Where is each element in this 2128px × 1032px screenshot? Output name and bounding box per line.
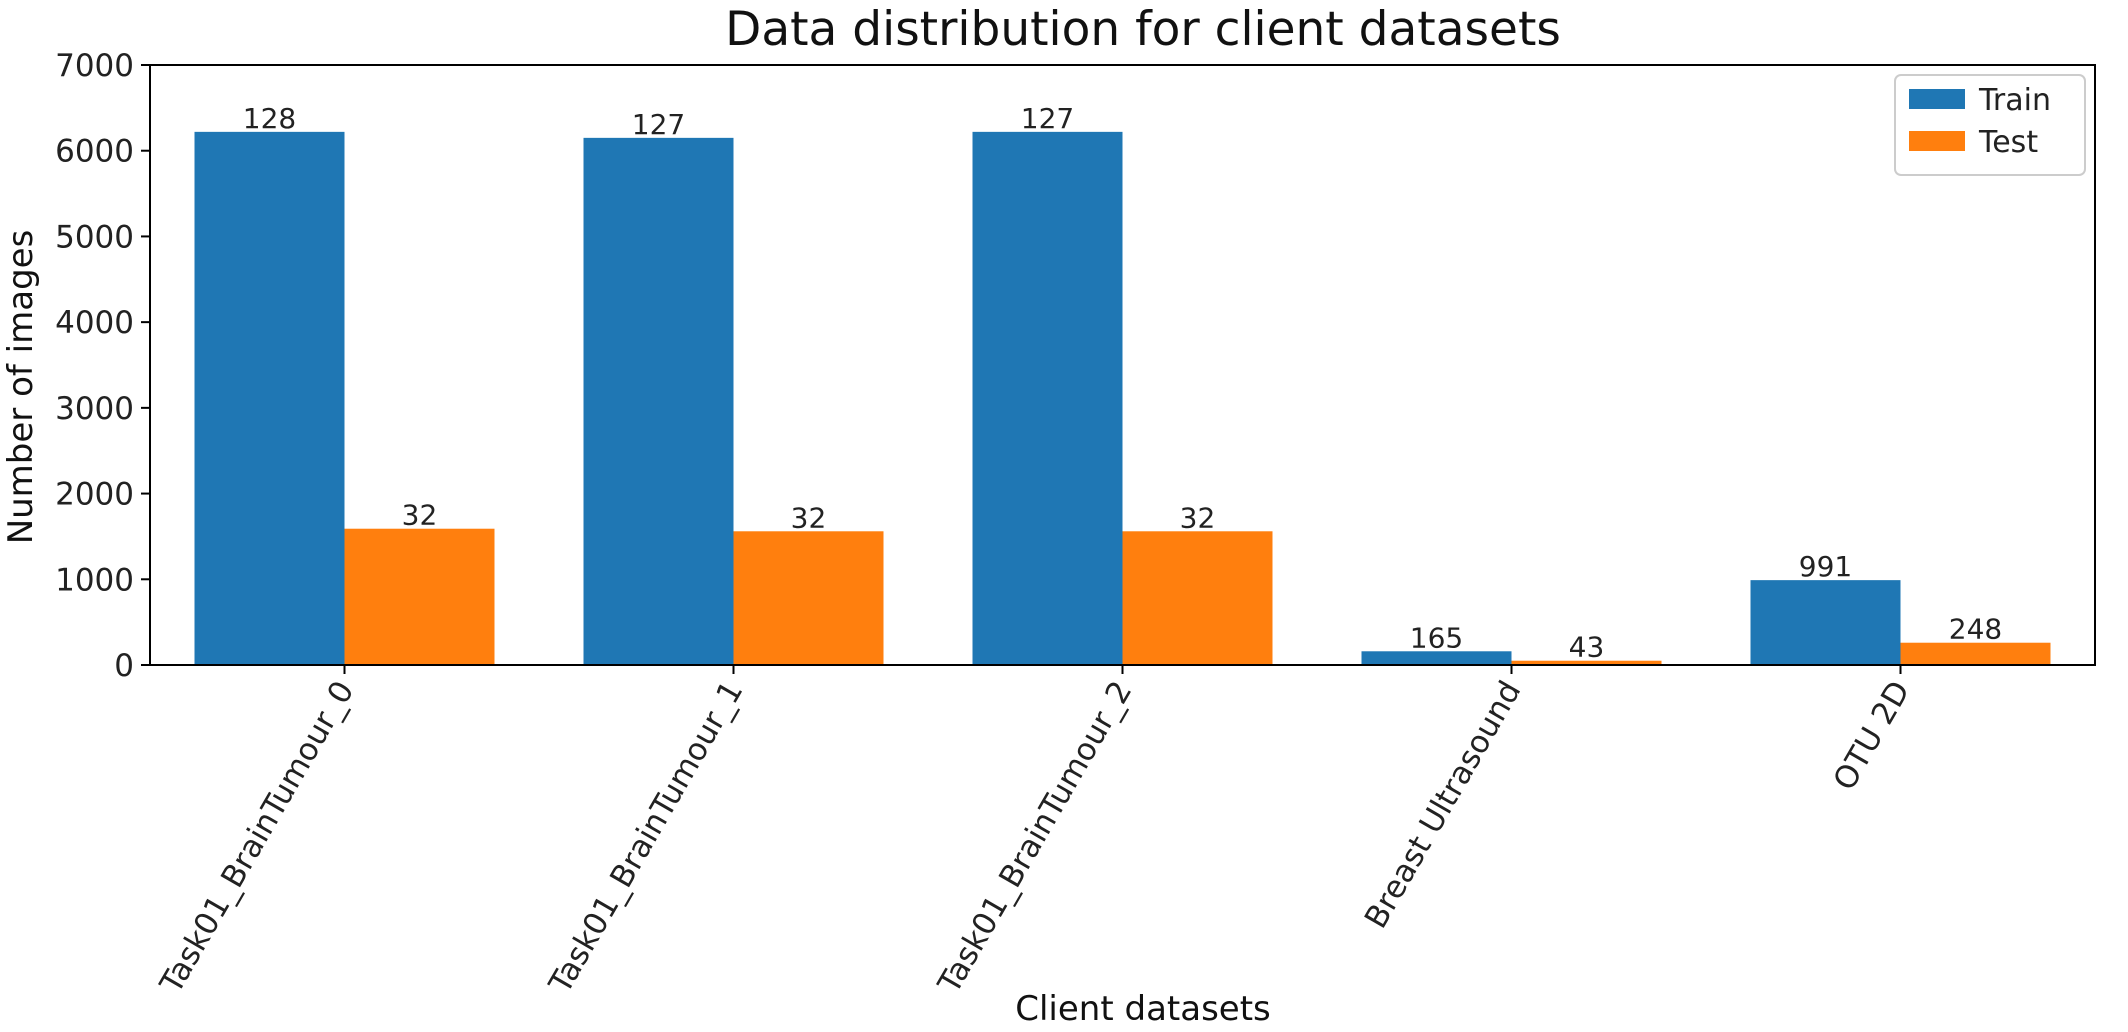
y-tick-label: 0: [114, 648, 134, 684]
legend-swatch-test: [1909, 131, 1965, 151]
bar-label-train-1: 127: [632, 108, 685, 141]
bar-train-1: [583, 137, 734, 665]
bar-label-test-0: 32: [402, 499, 438, 532]
x-tick-label: Breast Ultrasound: [1358, 675, 1529, 934]
y-tick-label: 6000: [55, 134, 134, 170]
bar-train-3: [1361, 651, 1512, 665]
bar-test-2: [1122, 531, 1273, 665]
bar-label-train-0: 128: [243, 102, 296, 135]
x-tick-label: Task01_BrainTumour_2: [931, 675, 1140, 1000]
bar-test-3: [1511, 660, 1662, 665]
y-tick-label: 4000: [55, 305, 134, 341]
bar-label-test-3: 43: [1569, 631, 1605, 664]
y-tick-label: 1000: [55, 562, 134, 598]
x-tick-label: Task01_BrainTumour_0: [153, 675, 362, 1000]
bar-label-test-2: 32: [1180, 501, 1216, 534]
bar-label-test-4: 248: [1949, 613, 2002, 646]
legend-label-train: Train: [1978, 83, 2051, 118]
y-tick-label: 5000: [55, 219, 134, 255]
y-tick-label: 7000: [55, 48, 134, 84]
bar-train-0: [194, 131, 345, 665]
bar-test-1: [733, 531, 884, 665]
bar-label-test-1: 32: [791, 501, 827, 534]
legend-label-test: Test: [1978, 125, 2038, 160]
bar-test-4: [1900, 642, 2051, 665]
legend-swatch-train: [1909, 89, 1965, 109]
y-tick-label: 3000: [55, 391, 134, 427]
chart-title: Data distribution for client datasets: [725, 2, 1561, 57]
bar-train-4: [1750, 580, 1901, 665]
plot-frame: [149, 64, 2096, 666]
x-tick-label: Task01_BrainTumour_1: [542, 675, 751, 1000]
x-axis-label: Client datasets: [1015, 989, 1271, 1029]
y-tick-label: 2000: [55, 477, 134, 513]
legend: Train Test: [1894, 74, 2086, 176]
y-axis-label: Number of images: [1, 230, 41, 545]
bar-label-train-3: 165: [1410, 621, 1463, 654]
bar-label-train-2: 127: [1021, 102, 1074, 135]
bar-train-2: [972, 131, 1123, 665]
bar-test-0: [344, 528, 495, 665]
plot-area: 128 32 Task01_BrainTumour_0 127 32 Task01_Bra…: [55, 48, 2096, 1000]
bar-label-train-4: 991: [1799, 550, 1852, 583]
x-tick-label: OTU 2D: [1827, 675, 1918, 796]
